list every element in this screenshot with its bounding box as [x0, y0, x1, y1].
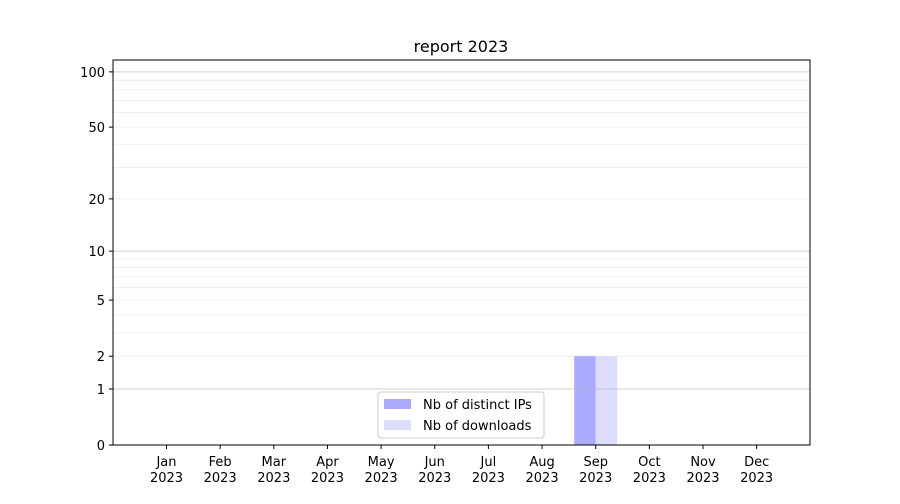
y-tick-label: 5	[97, 294, 105, 309]
grid-major	[113, 71, 810, 390]
legend: Nb of distinct IPs Nb of downloads	[377, 391, 545, 439]
x-tick-label-month: May	[368, 455, 395, 470]
y-axis: 0 1 2 5 10 20 50 100	[80, 66, 113, 454]
x-tick-label-month: Aug	[529, 455, 554, 470]
x-tick-label-month: Feb	[209, 455, 232, 470]
x-tick-label-year: 2023	[311, 471, 344, 486]
x-tick-label-month: Oct	[638, 455, 660, 470]
x-tick-label-year: 2023	[204, 471, 237, 486]
legend-swatch-downloads	[384, 420, 411, 430]
x-tick-label-year: 2023	[579, 471, 612, 486]
x-tick-label-month: Jul	[480, 455, 497, 470]
x-tick-label-year: 2023	[365, 471, 398, 486]
legend-swatch-ips	[384, 399, 411, 409]
y-tick-label: 1	[97, 383, 105, 398]
y-tick-label: 100	[80, 66, 105, 81]
x-tick-label-month: Mar	[262, 455, 287, 470]
x-tick-label-year: 2023	[526, 471, 559, 486]
x-tick-label-year: 2023	[686, 471, 719, 486]
x-tick-label-year: 2023	[633, 471, 666, 486]
chart-title: report 2023	[414, 37, 509, 56]
bars	[574, 356, 618, 445]
y-tick-label: 2	[97, 350, 105, 365]
legend-box	[377, 391, 545, 439]
x-tick-label-month: Sep	[583, 455, 608, 470]
legend-label-ips: Nb of distinct IPs	[423, 398, 532, 413]
x-tick-label-month: Nov	[690, 455, 716, 470]
x-tick-label-year: 2023	[740, 471, 773, 486]
x-axis: Jan2023Feb2023Mar2023Apr2023May2023Jun20…	[150, 445, 773, 486]
y-tick-label: 20	[88, 193, 105, 208]
x-tick-label-month: Dec	[744, 455, 769, 470]
x-tick-label-year: 2023	[418, 471, 451, 486]
x-tick-label-month: Jan	[155, 455, 176, 470]
bar-downloads	[595, 356, 618, 445]
y-tick-label: 0	[97, 439, 105, 454]
plot-frame	[112, 59, 811, 446]
y-tick-label: 50	[88, 121, 105, 136]
x-tick-label-year: 2023	[257, 471, 290, 486]
grid	[113, 79, 810, 357]
legend-label-downloads: Nb of downloads	[423, 419, 532, 434]
x-tick-label-month: Jun	[424, 455, 445, 470]
x-tick-label-year: 2023	[472, 471, 505, 486]
x-tick-label-month: Apr	[316, 455, 339, 470]
x-tick-label-year: 2023	[150, 471, 183, 486]
y-tick-label: 10	[88, 245, 105, 260]
bar-ips	[574, 356, 596, 445]
